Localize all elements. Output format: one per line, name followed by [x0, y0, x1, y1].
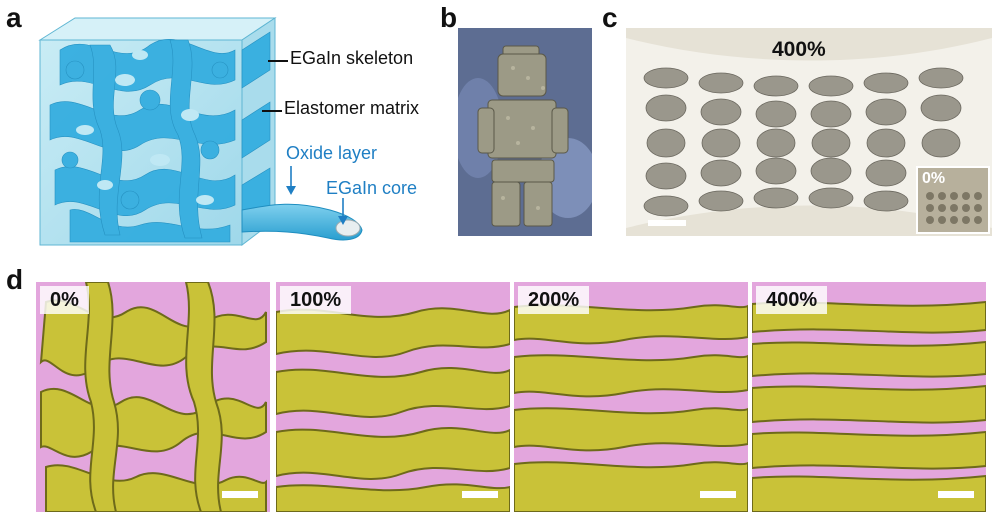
strain-tag-200: 200%	[518, 286, 590, 314]
strain-tag-400: 400%	[756, 286, 828, 314]
egain-foam-schematic	[38, 17, 363, 247]
tomography-tile-0: 0%	[36, 282, 270, 512]
panel-label-a: a	[6, 2, 22, 33]
panel-a-figure	[30, 10, 440, 255]
strain-label-c: 400%	[772, 38, 826, 61]
inset-unstretched: 0%	[916, 166, 990, 234]
egain-skeleton-label: EGaIn skeleton	[290, 48, 414, 68]
strain-tag-0: 0%	[40, 286, 89, 314]
tomography-tile-100: 100%	[276, 282, 510, 512]
panel-label-b: b	[440, 2, 458, 33]
strain-tag-100: 100%	[280, 286, 352, 314]
egain-core-label: EGaIn core	[326, 178, 418, 198]
skeleton-leader-line	[268, 60, 288, 62]
panel-c-photo: 0%	[626, 28, 992, 236]
panel-b-photo	[458, 28, 592, 236]
core-arrow-icon	[338, 198, 348, 225]
inset-array-photo	[918, 168, 988, 232]
inset-strain-label: 0%	[922, 170, 946, 187]
panel-label-c: c	[602, 2, 618, 33]
matrix-leader-line	[262, 110, 282, 112]
scale-bar-200	[700, 491, 736, 498]
oxide-layer-label: Oxide layer	[286, 143, 378, 163]
scale-bar-c	[648, 220, 686, 226]
elastomer-matrix-label: Elastomer matrix	[284, 98, 420, 118]
oxide-arrow-icon	[286, 166, 296, 195]
panel-label-d: d	[6, 264, 24, 295]
tomography-tile-200: 200%	[514, 282, 748, 512]
tomography-tile-400: 400%	[752, 282, 986, 512]
scale-bar-100	[462, 491, 498, 498]
figurine-photo	[458, 28, 592, 236]
stretched-array-photo	[626, 28, 992, 236]
scale-bar-0	[222, 491, 258, 498]
scale-bar-400	[938, 491, 974, 498]
